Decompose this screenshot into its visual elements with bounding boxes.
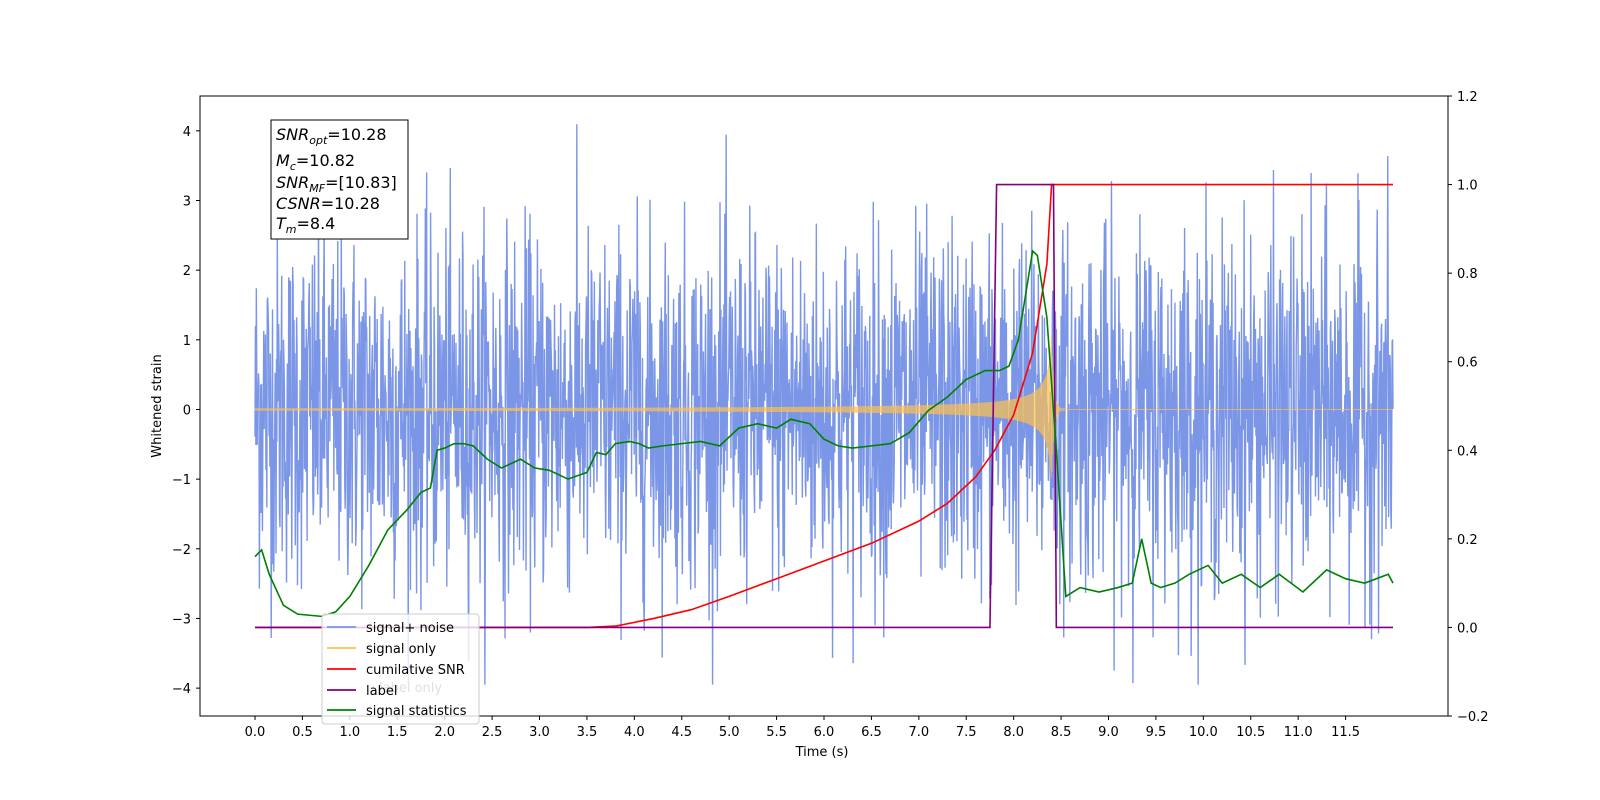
x-tick-label: 9.0 [1098,725,1119,740]
annotation-frame [270,119,409,240]
y-tick-label: 3 [183,194,191,209]
y2-tick-label: 0.0 [1457,621,1478,636]
x-tick-label: 3.5 [577,725,598,740]
x-tick-label: 0.0 [245,725,266,740]
legend-label: signal only [366,642,436,657]
x-tick-label: 8.0 [1003,725,1024,740]
x-tick-label: 10.5 [1236,725,1265,740]
y-tick-label: −4 [172,682,191,697]
legend-label: cumilative SNR [366,663,465,678]
x-tick-label: 6.0 [814,725,835,740]
y-tick-label: −3 [172,612,191,627]
y-axis-right: 1.2 1.0 0.8 0.6 0.4 0.2 0.0 −0.2 [1448,90,1489,725]
series-signal-only [254,335,1393,478]
y-tick-label: 2 [183,264,191,279]
y-tick-label: 1 [183,334,191,349]
series-layer [254,124,1394,685]
annotation-line: SNRMF=[10.83] [276,173,397,195]
x-tick-label: 1.5 [387,725,408,740]
x-tick-label: 2.5 [482,725,503,740]
x-axis: 0.0 0.5 1.0 1.5 2.0 2.5 3.0 3.5 4.0 4.5 5.0 5.5 6.0 6… [245,716,1360,740]
y2-tick-label: 0.8 [1457,267,1478,282]
legend-obscured-label: label only [379,681,442,696]
x-tick-label: 8.5 [1051,725,1072,740]
x-tick-label: 4.0 [624,725,645,740]
annotation-line: SNRopt=10.28 [276,125,387,147]
legend-frame [321,613,480,725]
y2-tick-label: −0.2 [1457,710,1489,725]
x-tick-label: 3.0 [529,725,550,740]
x-tick-label: 11.5 [1331,725,1360,740]
x-tick-label: 2.0 [434,725,455,740]
x-tick-label: 0.5 [292,725,313,740]
y-axis-title: Whitened strain [150,354,165,457]
series-signal-statistics [254,249,1394,618]
y2-tick-label: 1.2 [1457,90,1478,105]
legend-label: signal+ noise [366,621,454,636]
legend-label: signal statistics [366,704,467,719]
y2-tick-label: 0.2 [1457,533,1478,548]
x-tick-label: 6.5 [861,725,882,740]
y2-tick-label: 0.4 [1457,444,1478,459]
y-tick-label: 0 [183,403,191,418]
legend: label only signal+ noise signal only cumila… [321,613,480,725]
series-label [255,183,1393,629]
annotation-box: SNRopt=10.28 Mc=10.82SNRMF=[10.83]CSNR=10… [270,119,409,240]
series-signal-noise [254,124,1394,685]
y2-tick-label: 0.6 [1457,356,1478,371]
x-tick-label: 11.0 [1284,725,1313,740]
y-axis-left: 4 3 2 1 0 −1 −2 −3 −4 [172,125,200,697]
x-tick-label: 7.0 [908,725,929,740]
y-tick-label: −2 [172,543,191,558]
x-tick-label: 9.5 [1146,725,1167,740]
series-cumilative-snr [255,183,1393,629]
x-tick-label: 5.0 [719,725,740,740]
y-tick-label: 4 [183,125,191,140]
x-tick-label: 4.5 [671,725,692,740]
x-tick-label: 10.0 [1189,725,1218,740]
x-tick-label: 1.0 [339,725,360,740]
annotation-line: Tm=8.4 [276,214,335,236]
annotation-line: CSNR=10.28 [276,194,380,213]
annotation-line: Mc=10.82 [276,151,355,173]
x-tick-label: 5.5 [766,725,787,740]
x-tick-label: 7.5 [956,725,977,740]
y-tick-label: −1 [172,473,191,488]
legend-label: label [366,684,397,699]
x-axis-title: Time (s) [795,745,849,760]
y2-tick-label: 1.0 [1457,179,1478,194]
